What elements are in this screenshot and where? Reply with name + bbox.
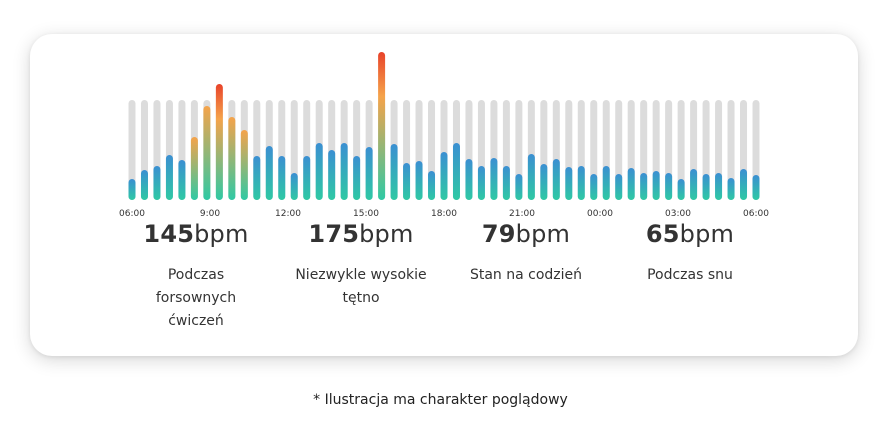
stat-value: 175bpm <box>271 220 451 248</box>
stat-value: 145bpm <box>106 220 286 248</box>
heart-rate-bar <box>178 160 186 200</box>
x-tick-label: 15:00 <box>353 209 379 219</box>
stat-number: 175 <box>308 220 360 248</box>
stat-number: 79 <box>481 220 516 248</box>
stat-label-line: forsownych <box>155 290 237 306</box>
heart-rate-bar <box>253 156 261 200</box>
heart-rate-bar <box>278 156 286 200</box>
stat-label: Niezwykle wysokie tętno <box>271 264 451 310</box>
heart-rate-bar <box>365 147 373 200</box>
stat-label-line: Podczas <box>167 267 225 283</box>
heart-rate-bar <box>540 164 548 200</box>
heart-rate-bar <box>490 158 498 200</box>
stat-unit: bpm <box>679 220 735 248</box>
stat-label-line: Podczas snu <box>647 267 733 283</box>
heart-rate-bar <box>665 173 673 200</box>
stat-exercise: 145bpm Podczas forsownych ćwiczeń <box>106 220 286 333</box>
heart-rate-bar <box>590 174 598 200</box>
stat-unit: bpm <box>359 220 414 248</box>
stat-label-line: ćwiczeń <box>168 313 224 329</box>
x-tick-label: 9:00 <box>200 209 220 219</box>
heart-rate-bar <box>190 137 198 200</box>
heart-rate-bar <box>465 159 473 200</box>
heart-rate-bar <box>403 163 411 200</box>
heart-rate-bar <box>203 106 211 200</box>
footnote: * Ilustracja ma charakter poglądowy <box>313 392 568 408</box>
stat-number: 145 <box>143 220 195 248</box>
x-tick-label: 12:00 <box>275 209 301 219</box>
heart-rate-bar <box>740 169 748 200</box>
heart-rate-bar <box>552 159 560 200</box>
stat-value: 65bpm <box>600 220 780 248</box>
heart-rate-bar <box>727 178 735 200</box>
stat-label-line: Niezwykle wysokie <box>295 267 427 283</box>
stat-sleep: 65bpm Podczas snu <box>600 220 780 287</box>
heart-rate-bar <box>502 166 510 200</box>
heart-rate-bar <box>452 143 460 200</box>
heart-rate-bar <box>378 52 386 200</box>
heart-rate-bar <box>602 166 610 200</box>
stat-everyday: 79bpm Stan na codzień <box>436 220 616 287</box>
stat-label-line: Stan na codzień <box>469 267 583 283</box>
heart-rate-bar <box>577 166 585 200</box>
heart-rate-bar <box>515 174 523 200</box>
heart-rate-bar <box>752 175 760 200</box>
heart-rate-bar <box>477 166 485 200</box>
bar-track <box>727 100 735 200</box>
stat-high-heart-rate: 175bpm Niezwykle wysokie tętno <box>271 220 451 310</box>
stat-label: Podczas forsownych ćwiczeń <box>106 264 286 333</box>
heart-rate-bar <box>265 146 273 200</box>
heart-rate-bar <box>652 171 660 200</box>
heart-rate-bar <box>303 156 311 200</box>
x-tick-label: 18:00 <box>431 209 457 219</box>
heart-rate-bar <box>240 130 248 200</box>
x-tick-label: 03:00 <box>665 209 691 219</box>
heart-rate-bar <box>315 143 323 200</box>
heart-rate-bar <box>565 167 573 200</box>
x-tick-label: 00:00 <box>587 209 613 219</box>
heart-rate-card: 06:00 9:00 12:00 15:00 18:00 21:00 00:00 03:00 0… <box>30 34 858 356</box>
stat-unit: bpm <box>194 220 249 248</box>
heart-rate-bar <box>215 84 223 200</box>
heart-rate-bar <box>440 152 448 200</box>
bar-track <box>677 100 685 200</box>
stat-value: 79bpm <box>436 220 616 248</box>
bar-track <box>752 100 760 200</box>
stat-number: 65 <box>645 220 680 248</box>
stat-unit: bpm <box>515 220 571 248</box>
x-tick-label: 06:00 <box>743 209 769 219</box>
heart-rate-bar <box>677 179 685 200</box>
heart-rate-chart: 06:00 9:00 12:00 15:00 18:00 21:00 00:00 03:00 0… <box>119 52 769 219</box>
heart-rate-bar <box>428 171 436 200</box>
heart-rate-bar <box>340 143 348 200</box>
stat-label: Stan na codzień <box>436 264 616 287</box>
heart-rate-bar <box>690 169 698 200</box>
heart-rate-bar <box>140 170 148 200</box>
heart-rate-bar <box>328 150 336 200</box>
heart-rate-bar <box>290 173 298 200</box>
heart-rate-bar <box>153 166 161 200</box>
heart-rate-bar <box>615 174 623 200</box>
heart-rate-bar <box>527 154 535 200</box>
heart-rate-bar <box>390 144 398 200</box>
heart-rate-bar <box>165 155 173 200</box>
bar-track <box>128 100 136 200</box>
stat-label: Podczas snu <box>600 264 780 287</box>
heart-rate-bar <box>353 156 361 200</box>
heart-rate-bar <box>702 174 710 200</box>
heart-rate-bar <box>128 179 136 200</box>
heart-rate-bar <box>640 173 648 200</box>
stat-label-line: tętno <box>342 290 380 306</box>
heart-rate-bar <box>228 117 236 200</box>
heart-rate-bar <box>715 173 723 200</box>
x-tick-label: 06:00 <box>119 209 145 219</box>
x-tick-label: 21:00 <box>509 209 535 219</box>
heart-rate-bar <box>415 161 423 200</box>
heart-rate-bar <box>627 168 635 200</box>
